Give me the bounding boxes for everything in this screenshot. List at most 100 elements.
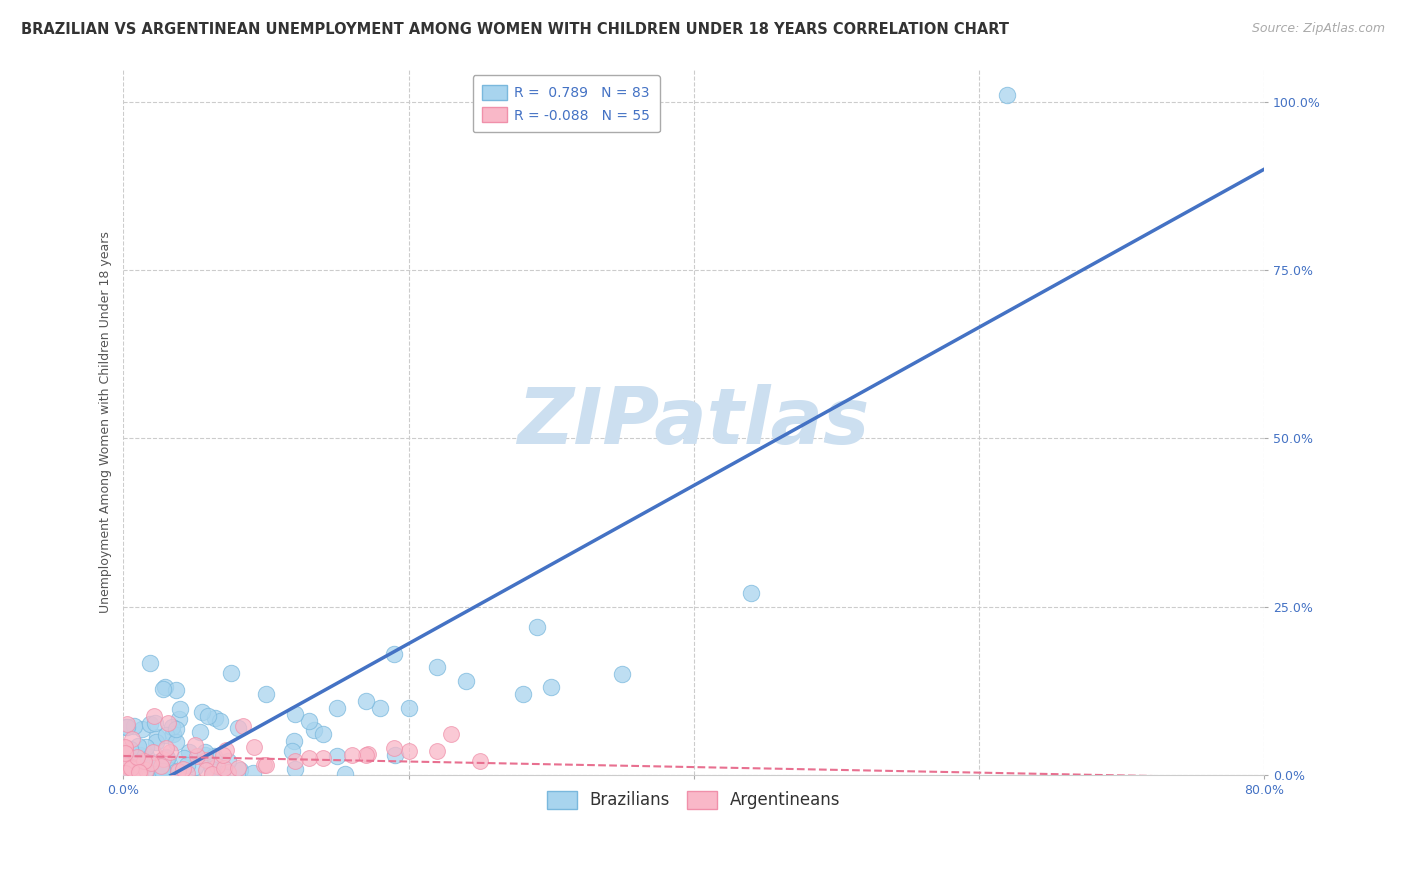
Point — [167, 712, 190, 726]
Point — [127, 739, 149, 754]
Point — [150, 764, 173, 778]
Point — [114, 758, 136, 772]
Point — [114, 739, 136, 754]
Point — [221, 666, 243, 681]
Point — [212, 747, 235, 762]
Point — [156, 716, 179, 731]
Point — [115, 717, 138, 731]
Point — [204, 711, 226, 725]
Point — [160, 720, 183, 734]
Point — [191, 705, 214, 719]
Point — [135, 763, 157, 777]
Point — [157, 758, 180, 772]
Text: BRAZILIAN VS ARGENTINEAN UNEMPLOYMENT AMONG WOMEN WITH CHILDREN UNDER 18 YEARS C: BRAZILIAN VS ARGENTINEAN UNEMPLOYMENT AM… — [21, 22, 1010, 37]
Point — [136, 757, 159, 772]
Point — [152, 764, 174, 778]
Point — [384, 748, 406, 763]
Point — [121, 760, 143, 774]
Point — [202, 749, 225, 764]
Point — [152, 752, 174, 766]
Point — [124, 767, 146, 781]
Point — [118, 756, 141, 771]
Point — [284, 762, 307, 776]
Point — [159, 745, 181, 759]
Point — [382, 740, 405, 755]
Point — [184, 738, 207, 752]
Point — [454, 673, 477, 688]
Point — [242, 765, 264, 780]
Point — [226, 761, 249, 775]
Point — [254, 757, 277, 772]
Point — [139, 656, 162, 670]
Point — [117, 720, 139, 734]
Point — [612, 667, 634, 681]
Point — [149, 758, 172, 772]
Point — [128, 764, 150, 779]
Point — [253, 758, 276, 772]
Point — [211, 766, 233, 780]
Point — [135, 740, 157, 755]
Point — [283, 755, 305, 769]
Point — [312, 727, 335, 741]
Point — [228, 764, 250, 778]
Point — [340, 747, 363, 762]
Y-axis label: Unemployment Among Women with Children Under 18 years: Unemployment Among Women with Children U… — [100, 231, 112, 613]
Point — [165, 683, 187, 698]
Point — [127, 749, 149, 764]
Point — [440, 727, 463, 741]
Point — [298, 751, 321, 765]
Point — [302, 723, 325, 737]
Point — [176, 766, 198, 780]
Point — [468, 755, 491, 769]
Point — [155, 740, 177, 755]
Point — [156, 751, 179, 765]
Point — [159, 763, 181, 777]
Point — [155, 728, 177, 742]
Point — [188, 724, 211, 739]
Point — [114, 746, 136, 760]
Point — [135, 749, 157, 764]
Point — [426, 660, 449, 674]
Point — [254, 687, 277, 701]
Point — [129, 764, 152, 779]
Point — [193, 747, 215, 762]
Point — [139, 717, 162, 731]
Point — [118, 760, 141, 774]
Point — [215, 742, 238, 756]
Point — [368, 700, 391, 714]
Point — [162, 727, 184, 741]
Point — [114, 765, 136, 780]
Point — [114, 740, 136, 755]
Point — [217, 755, 239, 769]
Point — [145, 730, 167, 744]
Point — [995, 88, 1018, 103]
Point — [526, 620, 548, 634]
Point — [143, 715, 166, 730]
Text: ZIPatlas: ZIPatlas — [517, 384, 870, 459]
Point — [194, 764, 217, 778]
Point — [205, 759, 228, 773]
Point — [226, 721, 249, 735]
Point — [150, 766, 173, 780]
Point — [129, 751, 152, 765]
Point — [169, 702, 191, 716]
Point — [114, 720, 136, 734]
Point — [143, 708, 166, 723]
Point — [354, 694, 377, 708]
Point — [114, 759, 136, 773]
Point — [217, 765, 239, 780]
Point — [398, 744, 420, 758]
Point — [194, 753, 217, 767]
Point — [512, 687, 534, 701]
Point — [540, 681, 562, 695]
Legend: Brazilians, Argentineans: Brazilians, Argentineans — [540, 784, 848, 816]
Point — [326, 700, 349, 714]
Point — [155, 749, 177, 764]
Point — [132, 754, 155, 768]
Point — [232, 719, 254, 733]
Point — [141, 745, 163, 759]
Point — [208, 714, 231, 729]
Point — [212, 761, 235, 775]
Point — [197, 709, 219, 723]
Point — [120, 742, 142, 756]
